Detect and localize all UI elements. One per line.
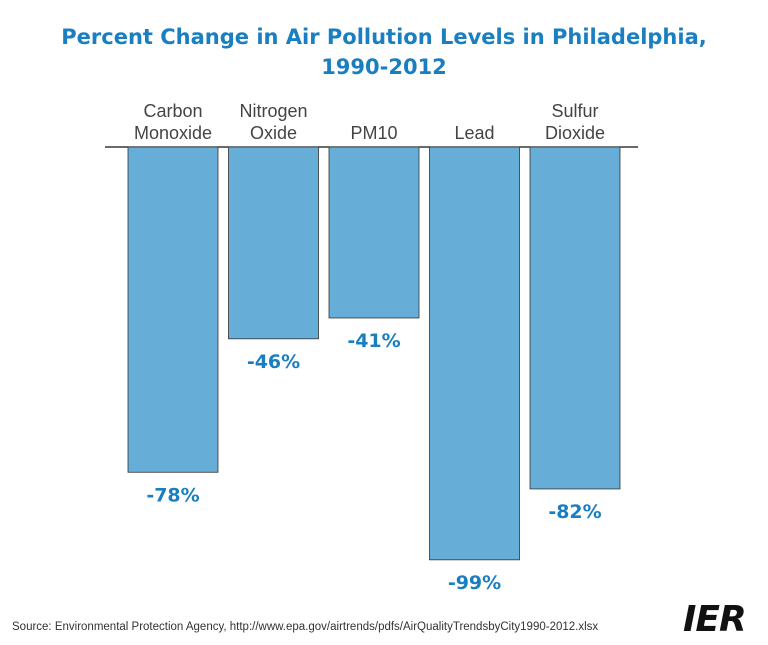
- value-label: -78%: [146, 484, 199, 506]
- bar: [529, 146, 621, 490]
- category-label: Carbon Monoxide: [134, 101, 212, 143]
- chart-title: Percent Change in Air Pollution Levels i…: [0, 22, 768, 82]
- bar: [328, 146, 420, 319]
- value-label: -46%: [247, 351, 300, 373]
- value-label: -99%: [448, 572, 501, 594]
- bar: [228, 146, 319, 340]
- chart-title-line-2: 1990-2012: [321, 55, 447, 79]
- category-label: Sulfur Dioxide: [545, 101, 605, 143]
- value-label: -41%: [347, 330, 400, 352]
- chart-title-line-1: Percent Change in Air Pollution Levels i…: [61, 25, 707, 49]
- category-label: PM10: [350, 123, 397, 143]
- value-label: -82%: [548, 501, 601, 523]
- category-label: Nitrogen Oxide: [239, 101, 307, 143]
- source-note: Source: Environmental Protection Agency,…: [12, 621, 599, 633]
- bar-chart: Carbon Monoxide -78% Nitrogen Oxide -46% PM10 -…: [105, 101, 638, 594]
- bar: [127, 146, 219, 473]
- category-label: Lead: [454, 123, 494, 143]
- ier-logo: IER: [683, 599, 747, 640]
- bar: [429, 146, 520, 561]
